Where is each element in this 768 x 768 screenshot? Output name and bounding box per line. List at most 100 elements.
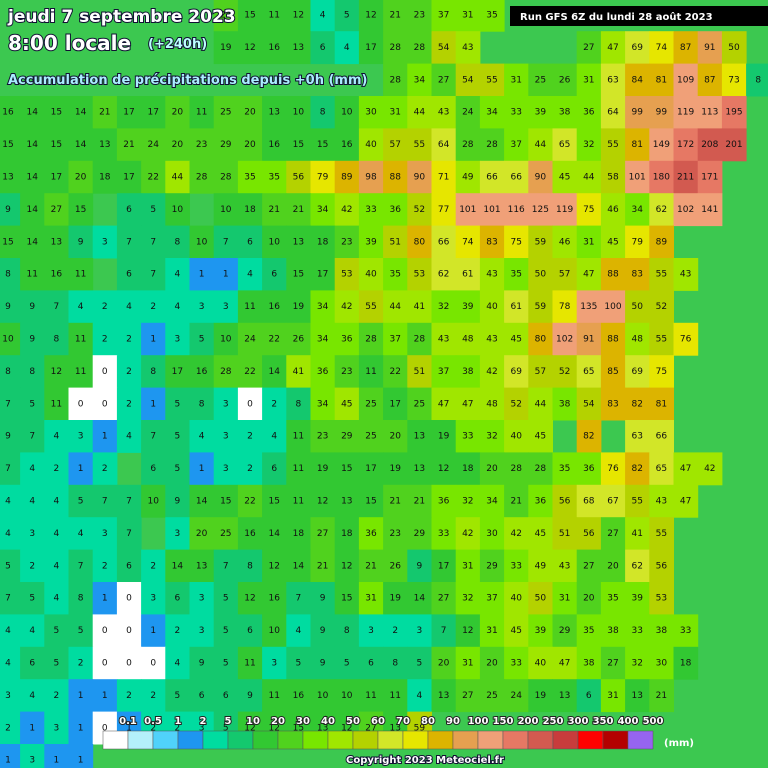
- cell-value: 27: [317, 529, 328, 539]
- cell-value: 2: [54, 691, 60, 701]
- cell-fill: [479, 582, 505, 615]
- cell-value: 6: [271, 464, 277, 474]
- cell-value: 48: [462, 335, 474, 345]
- copyright: Copyright 2023 Meteociel.fr: [346, 755, 504, 766]
- cell-fill: [625, 322, 650, 356]
- cell-value: 11: [75, 335, 86, 345]
- cell-value: 4: [29, 691, 35, 701]
- cell-fill: [92, 646, 118, 680]
- cell-fill: [358, 225, 384, 259]
- cell-value: 31: [510, 75, 521, 85]
- cell-value: 32: [462, 594, 473, 604]
- legend-swatch: [577, 730, 604, 750]
- cell-value: 28: [510, 464, 522, 474]
- cell-value: 42: [510, 529, 521, 539]
- cell-fill: [600, 614, 626, 648]
- cell-fill: [625, 96, 650, 129]
- cell-value: 33: [510, 659, 521, 669]
- cell-fill: [383, 679, 408, 713]
- cell-fill: [552, 387, 578, 421]
- cell-value: 29: [414, 529, 426, 539]
- cell-fill: [600, 193, 626, 227]
- cell-fill: [673, 63, 699, 97]
- cell-fill: [213, 484, 239, 518]
- cell-value: 24: [244, 335, 256, 345]
- cell-value: 17: [172, 367, 183, 377]
- cell-value: 9: [29, 335, 35, 345]
- cell-fill: [600, 355, 626, 389]
- cell-value: 42: [462, 529, 473, 539]
- cell-value: 38: [607, 626, 619, 636]
- cell-fill: [0, 225, 21, 259]
- cell-value: 44: [583, 173, 595, 183]
- cell-fill: [20, 96, 45, 129]
- cell-fill: [189, 646, 215, 680]
- cell-value: 31: [365, 594, 376, 604]
- cell-fill: [576, 355, 602, 389]
- cell-value: 32: [631, 659, 642, 669]
- cell-value: 11: [389, 691, 400, 701]
- cell-fill: [407, 258, 432, 291]
- cell-fill: [625, 290, 650, 324]
- cell-value: 21: [99, 108, 110, 118]
- cell-fill: [141, 614, 166, 648]
- cell-fill: [431, 517, 457, 551]
- cell-value: 63: [607, 75, 618, 85]
- cell-fill: [189, 96, 215, 129]
- cell-fill: [165, 679, 190, 713]
- cell-value: 0: [247, 399, 253, 409]
- cell-value: 3: [271, 659, 277, 669]
- cell-value: 45: [535, 432, 546, 442]
- cell-value: 4: [175, 270, 181, 280]
- cell-value: 46: [607, 205, 619, 215]
- cell-fill: [92, 160, 118, 194]
- cell-fill: [213, 322, 239, 356]
- cell-fill: [552, 679, 578, 713]
- cell-fill: [649, 614, 674, 648]
- cell-fill: [213, 355, 239, 389]
- cell-fill: [528, 420, 553, 453]
- cell-value: 1: [102, 432, 108, 442]
- cell-fill: [479, 679, 505, 713]
- cell-value: 36: [317, 367, 329, 377]
- cell-value: 27: [462, 691, 473, 701]
- cell-fill: [673, 646, 699, 680]
- cell-fill: [262, 31, 287, 65]
- cell-value: 8: [5, 367, 11, 377]
- legend-swatch: [602, 730, 629, 750]
- cell-value: 14: [268, 367, 280, 377]
- cell-fill: [358, 0, 384, 32]
- cell-fill: [576, 290, 602, 324]
- cell-fill: [165, 420, 190, 453]
- cell-fill: [0, 582, 21, 615]
- cell-fill: [504, 96, 529, 129]
- cell-fill: [479, 549, 505, 583]
- cell-fill: [649, 355, 674, 389]
- cell-fill: [625, 484, 650, 518]
- cell-value: 9: [5, 432, 11, 442]
- cell-fill: [286, 387, 311, 421]
- cell-value: 34: [631, 205, 643, 215]
- cell-fill: [262, 355, 287, 389]
- cell-value: 7: [126, 529, 132, 539]
- cell-value: 38: [559, 399, 571, 409]
- cell-fill: [44, 549, 69, 583]
- cell-value: 5: [223, 594, 229, 604]
- cell-value: 56: [656, 561, 668, 571]
- cell-fill: [237, 225, 263, 259]
- cell-fill: [334, 549, 360, 583]
- cell-fill: [116, 355, 142, 389]
- cell-fill: [116, 646, 142, 680]
- cell-fill: [213, 646, 239, 680]
- cell-value: 6: [126, 561, 132, 571]
- cell-fill: [44, 517, 69, 551]
- cell-fill: [358, 322, 384, 356]
- cell-value: 20: [607, 561, 619, 571]
- cell-fill: [116, 258, 142, 291]
- cell-fill: [334, 517, 360, 551]
- cell-fill: [68, 582, 94, 615]
- cell-value: 28: [486, 140, 498, 150]
- cell-value: 50: [535, 594, 547, 604]
- cell-fill: [407, 322, 432, 356]
